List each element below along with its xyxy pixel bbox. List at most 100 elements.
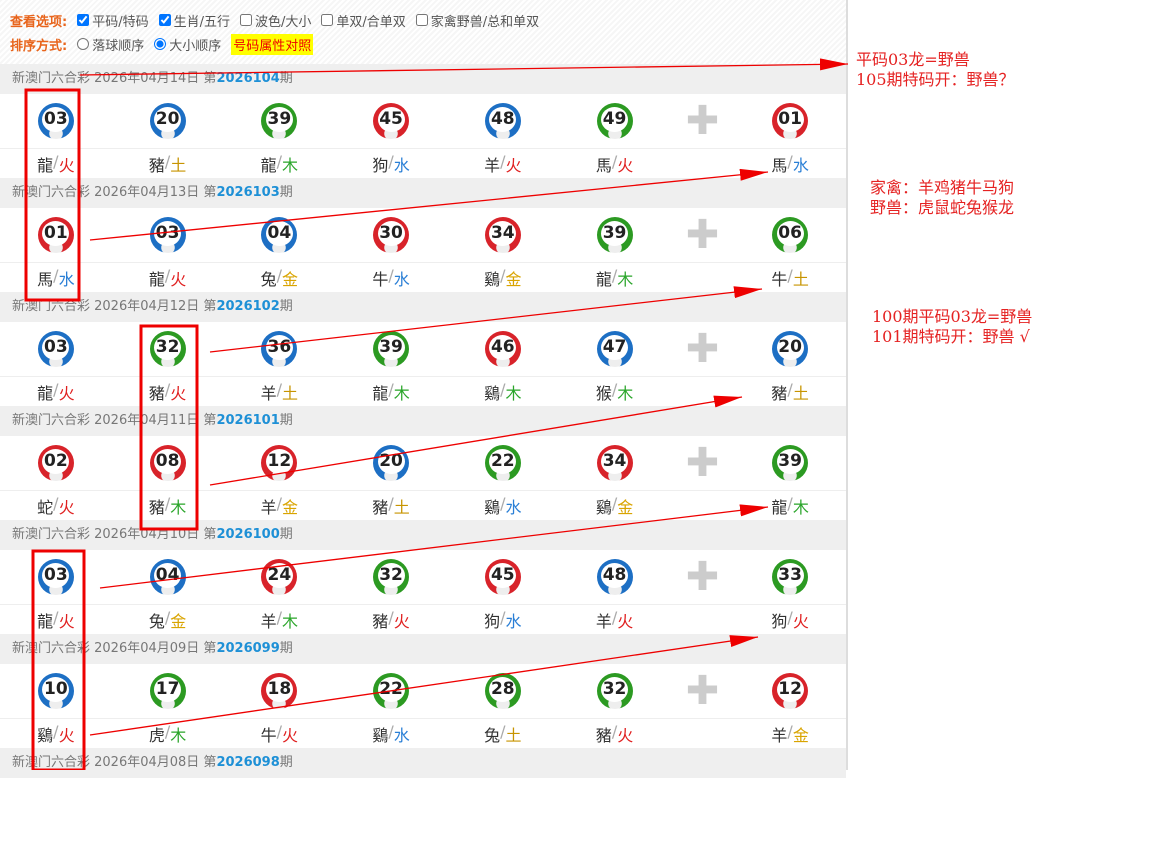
number-ball: 48 — [596, 559, 633, 595]
zodiac-element: 馬 / 水 — [771, 152, 809, 175]
number-ball: 10 — [37, 673, 74, 709]
number-ball: 01 — [772, 103, 809, 139]
zodiac-element: 羊 / 木 — [260, 608, 299, 631]
zodiac-element: 龍 / 火 — [148, 266, 187, 289]
view-option[interactable]: 波色/大小 — [239, 11, 311, 30]
number-ball: 03 — [37, 103, 74, 139]
options-bar: 查看选项: 平码/特码 生肖/五行 波色/大小 单双/合单双 家禽野兽/总和单双 排序方式… — [0, 0, 846, 64]
view-options-label: 查看选项: — [10, 14, 68, 30]
sort-option[interactable]: 大小顺序 — [154, 35, 221, 54]
number-ball: 22 — [373, 673, 410, 709]
draw-list: 新澳门六合彩 2026年04月14日 第2026104期 03 20 39 45 48 49… — [0, 64, 846, 862]
number-ball: 08 — [149, 445, 186, 481]
view-option-checkbox[interactable] — [415, 14, 428, 26]
plus-icon: ✚ — [685, 668, 720, 714]
zodiac-element: 羊 / 土 — [260, 380, 299, 403]
annotation-1: 平码03龙=野兽 105期特码开：野兽？ — [856, 50, 1015, 89]
number-ball: 45 — [373, 103, 410, 139]
plus-icon: ✚ — [685, 440, 720, 486]
annotation-2: 家禽：羊鸡猪牛马狗 野兽：虎鼠蛇兔猴龙 — [870, 178, 1015, 217]
number-ball: 45 — [484, 559, 521, 595]
period-header: 新澳门六合彩 2026年04月12日 第2026102期 — [0, 292, 846, 322]
number-ball: 46 — [484, 331, 521, 367]
draw-block: 新澳门六合彩 2026年04月13日 第2026103期 01 03 04 30 34 39… — [0, 178, 846, 292]
number-ball: 22 — [484, 445, 521, 481]
zodiac-element: 龍 / 木 — [372, 380, 410, 403]
zodiac-element: 鷄 / 金 — [595, 494, 634, 517]
number-ball: 47 — [596, 331, 633, 367]
number-ball: 20 — [373, 445, 410, 481]
draw-block: 新澳门六合彩 2026年04月10日 第2026100期 03 04 24 32 45 48… — [0, 520, 846, 634]
zodiac-element: 兔 / 土 — [484, 722, 522, 745]
zodiac-element: 馬 / 水 — [37, 266, 75, 289]
number-ball: 20 — [149, 103, 186, 139]
zodiac-element: 鷄 / 火 — [37, 722, 75, 745]
sort-label: 排序方式: — [10, 38, 68, 54]
number-ball: 32 — [149, 331, 186, 367]
number-ball: 03 — [149, 217, 186, 253]
zodiac-element: 虎 / 木 — [148, 722, 187, 745]
number-ball: 49 — [596, 103, 633, 139]
period-header: 新澳门六合彩 2026年04月13日 第2026103期 — [0, 178, 846, 208]
number-ball: 39 — [261, 103, 298, 139]
period-header: 新澳门六合彩 2026年04月10日 第2026100期 — [0, 520, 846, 550]
number-ball: 20 — [772, 331, 809, 367]
number-ball: 12 — [261, 445, 298, 481]
number-ball: 34 — [484, 217, 521, 253]
zodiac-element: 鷄 / 水 — [484, 494, 522, 517]
zodiac-element: 羊 / 金 — [771, 722, 809, 745]
sort-option[interactable]: 落球顺序 — [77, 35, 144, 54]
period-header: 新澳门六合彩 2026年04月11日 第2026101期 — [0, 406, 846, 436]
number-ball: 04 — [149, 559, 186, 595]
number-ball: 34 — [596, 445, 633, 481]
zodiac-element: 龍 / 火 — [37, 380, 75, 403]
plus-icon: ✚ — [685, 554, 720, 600]
view-option[interactable]: 平码/特码 — [77, 11, 149, 30]
period-header: 新澳门六合彩 2026年04月14日 第2026104期 — [0, 64, 846, 94]
draw-block: 新澳门六合彩 2026年04月14日 第2026104期 03 20 39 45 48 49… — [0, 64, 846, 178]
number-ball: 04 — [261, 217, 298, 253]
draw-block: 新澳门六合彩 2026年04月12日 第2026102期 03 32 36 39 46 47… — [0, 292, 846, 406]
zodiac-element: 鷄 / 水 — [372, 722, 410, 745]
zodiac-element: 牛 / 土 — [771, 266, 809, 289]
zodiac-element: 龍 / 木 — [595, 266, 634, 289]
sort-option-radio[interactable] — [77, 38, 90, 50]
number-ball: 06 — [772, 217, 809, 253]
number-ball: 02 — [37, 445, 74, 481]
zodiac-element: 馬 / 火 — [595, 152, 634, 175]
zodiac-element: 羊 / 金 — [260, 494, 299, 517]
view-option-checkbox[interactable] — [321, 14, 334, 26]
view-option[interactable]: 家禽野兽/总和单双 — [415, 11, 539, 30]
sort-option-radio[interactable] — [154, 38, 167, 50]
number-ball: 33 — [772, 559, 809, 595]
number-ball: 30 — [373, 217, 410, 253]
zodiac-element: 狗 / 水 — [372, 152, 410, 175]
view-option-checkbox[interactable] — [77, 14, 90, 26]
number-ball: 32 — [596, 673, 633, 709]
draw-block: 新澳门六合彩 2026年04月08日 第2026098期 — [0, 748, 846, 862]
zodiac-element: 豬 / 土 — [771, 380, 809, 403]
view-option[interactable]: 生肖/五行 — [158, 11, 230, 30]
plus-icon: ✚ — [685, 326, 720, 372]
number-ball: 48 — [484, 103, 521, 139]
number-ball: 36 — [261, 331, 298, 367]
view-option[interactable]: 单双/合单双 — [321, 11, 406, 30]
number-ball: 03 — [37, 559, 74, 595]
zodiac-element: 龍 / 木 — [260, 152, 299, 175]
number-ball: 03 — [37, 331, 74, 367]
zodiac-element: 兔 / 金 — [260, 266, 299, 289]
view-option-checkbox[interactable] — [158, 14, 171, 26]
draw-block: 新澳门六合彩 2026年04月11日 第2026101期 02 08 12 20 22 34… — [0, 406, 846, 520]
period-header: 新澳门六合彩 2026年04月09日 第2026099期 — [0, 634, 846, 664]
number-ball: 32 — [373, 559, 410, 595]
draw-block: 新澳门六合彩 2026年04月09日 第2026099期 10 17 18 22 28 32… — [0, 634, 846, 748]
zodiac-element: 豬 / 火 — [372, 608, 410, 631]
zodiac-element: 豬 / 木 — [148, 494, 187, 517]
zodiac-element: 狗 / 水 — [484, 608, 522, 631]
number-ball: 39 — [772, 445, 809, 481]
zodiac-element: 龍 / 火 — [37, 608, 75, 631]
number-attribute-link[interactable]: 号码属性对照 — [231, 33, 314, 55]
view-option-checkbox[interactable] — [239, 14, 252, 26]
annotation-3: 100期平码03龙=野兽 101期特码开：野兽 √ — [872, 307, 1033, 346]
number-ball: 12 — [772, 673, 809, 709]
